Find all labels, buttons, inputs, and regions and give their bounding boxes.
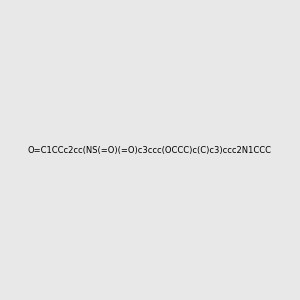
Text: O=C1CCc2cc(NS(=O)(=O)c3ccc(OCCC)c(C)c3)ccc2N1CCC: O=C1CCc2cc(NS(=O)(=O)c3ccc(OCCC)c(C)c3)c…	[28, 146, 272, 154]
